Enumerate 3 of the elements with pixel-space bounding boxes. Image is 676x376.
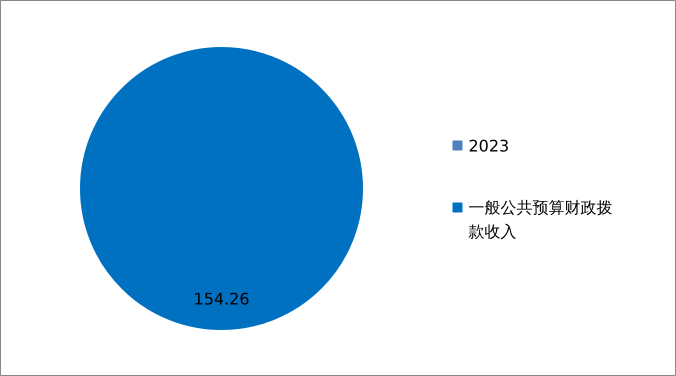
legend-label: 2023 [468,136,510,156]
legend-label: 一般公共预算财政拨款收入 [468,198,612,241]
data-label: 154.26 [194,289,250,308]
